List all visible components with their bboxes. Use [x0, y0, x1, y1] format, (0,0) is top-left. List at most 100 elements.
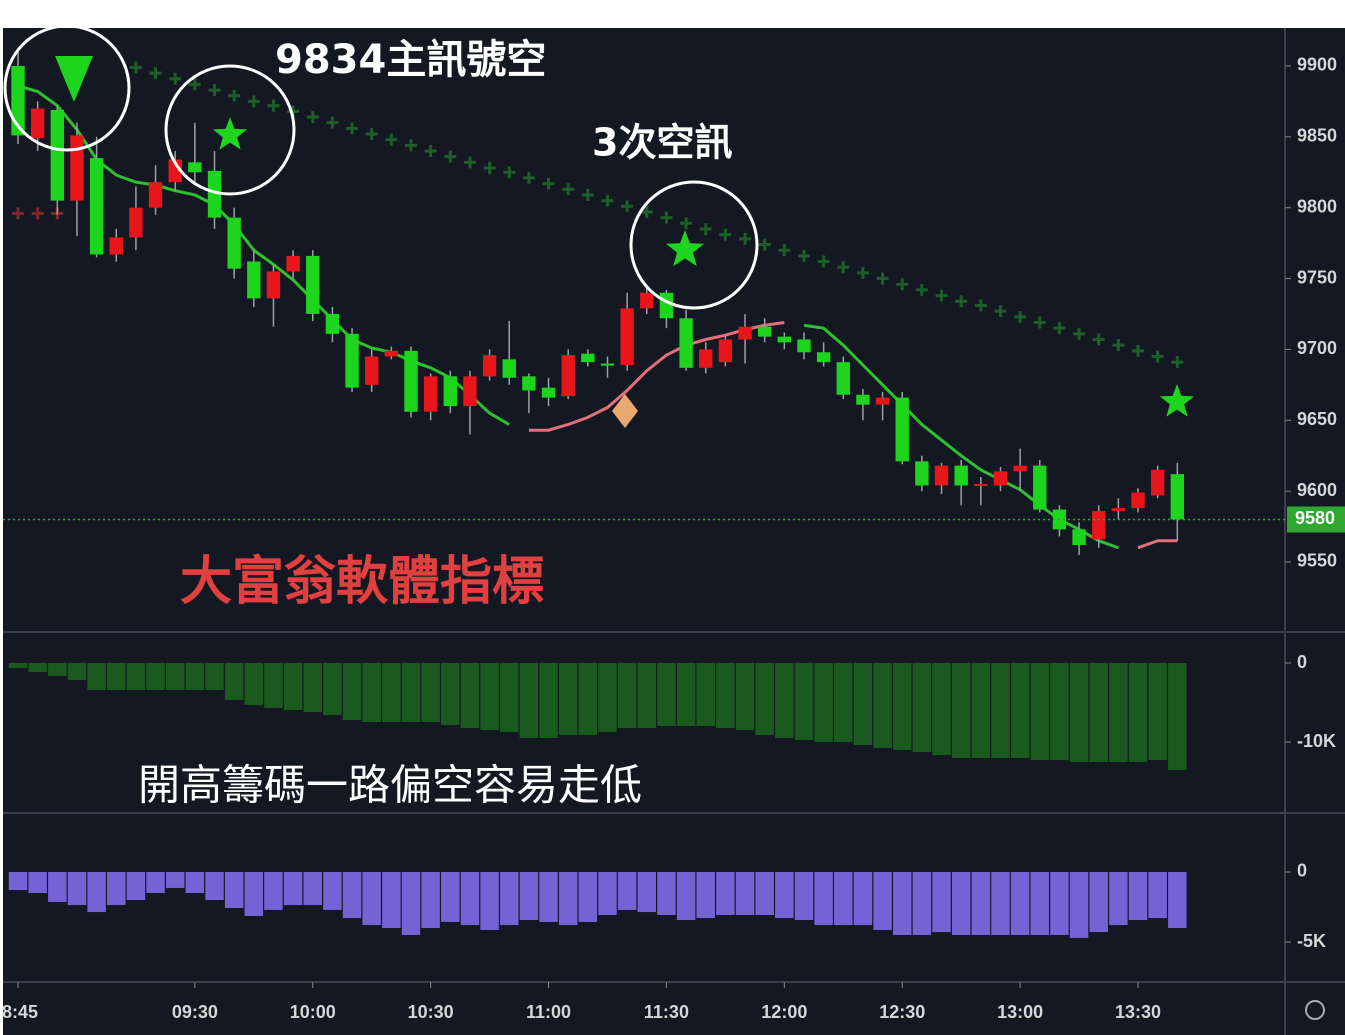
bar	[578, 871, 598, 922]
candle-body	[934, 465, 949, 486]
bar	[617, 663, 637, 729]
annotation: 開高籌碼一路偏空容易走低	[138, 761, 642, 810]
annotation: 大富翁軟體指標	[180, 552, 544, 612]
y-tick-label: 9700	[1297, 338, 1337, 358]
bar	[1148, 663, 1167, 761]
bar	[264, 871, 283, 910]
bar	[696, 663, 715, 726]
bar	[1128, 663, 1148, 762]
sar-cross	[247, 95, 260, 108]
candle-body	[325, 313, 340, 334]
bar	[1069, 663, 1089, 762]
y-tick-label: -10K	[1297, 731, 1336, 751]
bar	[303, 871, 322, 906]
x-tick-label: 13:00	[997, 1002, 1043, 1022]
bar	[283, 871, 303, 906]
candle-body	[640, 292, 654, 309]
signal-circle	[164, 64, 296, 196]
bar	[342, 663, 362, 721]
bar	[460, 871, 480, 926]
bar	[873, 663, 892, 749]
y-tick-label: 0	[1297, 652, 1307, 672]
bar	[755, 663, 774, 735]
y-tick-label: 9650	[1297, 409, 1337, 429]
bar	[617, 871, 637, 910]
x-tick-label: 10:00	[290, 1002, 336, 1022]
settings-icon[interactable]	[1305, 1000, 1325, 1020]
sar-cross	[1053, 322, 1066, 335]
chart-background	[3, 28, 1345, 1035]
sar-cross	[581, 188, 594, 201]
bar	[185, 871, 205, 893]
sar-cross	[562, 183, 575, 196]
sar-cross	[739, 232, 752, 245]
bar	[775, 871, 794, 919]
bar	[716, 871, 735, 915]
candle-body	[50, 109, 64, 201]
candle-body	[286, 255, 300, 272]
bar	[794, 663, 814, 741]
candle-body	[1072, 529, 1086, 545]
sar-cross	[640, 205, 653, 218]
sar-cross	[915, 283, 928, 296]
candle-body	[836, 362, 850, 395]
bar	[48, 871, 67, 902]
bar	[657, 663, 676, 726]
sar-cross	[267, 99, 280, 112]
sar-cross	[1171, 356, 1184, 369]
bar	[1050, 663, 1069, 761]
candle-body	[1170, 474, 1185, 520]
bar	[755, 871, 774, 915]
candle-body	[1092, 510, 1106, 540]
candle-body	[600, 363, 615, 366]
sar-cross	[955, 295, 968, 308]
candle-body	[70, 135, 84, 201]
sar-cross	[1092, 333, 1105, 346]
sar-cross	[1033, 316, 1046, 329]
candle-body	[679, 318, 693, 368]
candle-body	[345, 333, 359, 388]
bar	[441, 871, 460, 922]
candle-body	[365, 356, 379, 385]
bar	[1168, 663, 1187, 770]
bar	[853, 663, 873, 746]
sar-cross	[1132, 344, 1145, 357]
bar	[637, 871, 657, 913]
candle-body	[109, 237, 123, 255]
candle-body	[777, 336, 792, 343]
candle-body	[188, 162, 202, 173]
bar	[1030, 871, 1050, 936]
y-tick-label: 9600	[1297, 480, 1337, 500]
bar	[637, 663, 657, 729]
sar-cross	[680, 217, 693, 230]
bar	[912, 663, 932, 753]
x-tick-label: 11:00	[526, 1002, 571, 1022]
candle-body	[423, 376, 438, 412]
bar	[480, 871, 499, 930]
sar-cross	[974, 299, 987, 312]
y-tick-label: 9850	[1297, 126, 1337, 146]
sar-cross	[896, 278, 909, 291]
candle-body	[463, 376, 477, 407]
bar	[87, 871, 106, 913]
sell-triangle	[55, 56, 93, 102]
bar	[441, 663, 460, 726]
sar-cross	[837, 261, 850, 274]
sar-cross	[169, 72, 182, 85]
sar-cross	[404, 139, 417, 152]
sar-cross	[228, 89, 241, 102]
bar	[28, 871, 47, 893]
y-tick-label: 9550	[1297, 551, 1337, 571]
signal-star	[212, 117, 248, 150]
bar	[67, 871, 87, 906]
sar-cross	[483, 162, 496, 175]
bar	[657, 871, 676, 915]
bar	[892, 663, 912, 750]
bar	[598, 663, 617, 732]
candle-body	[384, 350, 399, 357]
sar-cross	[621, 200, 634, 213]
sar-cross	[1073, 327, 1086, 340]
bar	[165, 871, 185, 888]
bar	[1069, 871, 1089, 938]
bar	[834, 663, 853, 743]
